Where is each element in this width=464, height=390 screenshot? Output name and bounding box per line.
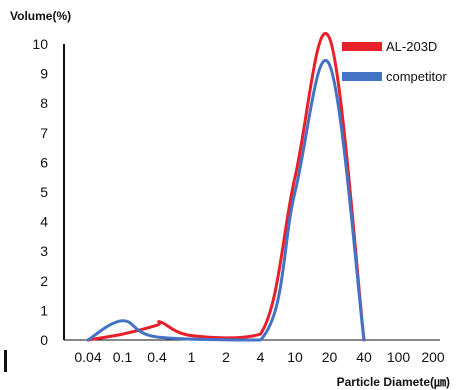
x-tick-label-0.1: 0.1 — [113, 349, 133, 365]
legend-swatch-al-203d — [342, 42, 382, 51]
legend-swatch-competitor — [342, 72, 382, 81]
series-line-competitor — [86, 59, 366, 342]
x-tick-label-40: 40 — [356, 349, 372, 365]
y-tick-label-1: 1 — [40, 302, 48, 318]
x-tick-label-4: 4 — [257, 349, 265, 365]
y-tick-label-0: 0 — [40, 332, 48, 348]
y-tick-label-4: 4 — [40, 214, 48, 230]
y-tick-label-9: 9 — [40, 66, 48, 82]
x-tick-label-2: 2 — [222, 349, 230, 365]
x-tick-label-20: 20 — [322, 349, 338, 365]
y-tick-label-7: 7 — [40, 125, 48, 141]
y-tick-label-6: 6 — [40, 154, 48, 170]
x-tick-label-10: 10 — [287, 349, 303, 365]
y-tick-label-3: 3 — [40, 243, 48, 259]
y-tick-label-10: 10 — [32, 36, 48, 52]
y-tick-label-2: 2 — [40, 273, 48, 289]
x-tick-label-0.4: 0.4 — [147, 349, 167, 365]
x-tick-label-200: 200 — [421, 349, 445, 365]
y-tick-label-8: 8 — [40, 95, 48, 111]
x-tick-label-0.04: 0.04 — [74, 349, 101, 365]
legend-label-al-203d: AL-203D — [386, 39, 437, 54]
x-axis-label: Particle Diamete(㎛) — [337, 375, 450, 389]
chart-title: Volume(%) — [10, 9, 71, 23]
legend-label-competitor: competitor — [386, 69, 447, 84]
x-tick-label-1: 1 — [188, 349, 196, 365]
x-tick-label-100: 100 — [387, 349, 411, 365]
series-line-al-203d — [86, 32, 366, 342]
axis-marker-bar — [4, 350, 7, 372]
y-tick-label-5: 5 — [40, 184, 48, 200]
